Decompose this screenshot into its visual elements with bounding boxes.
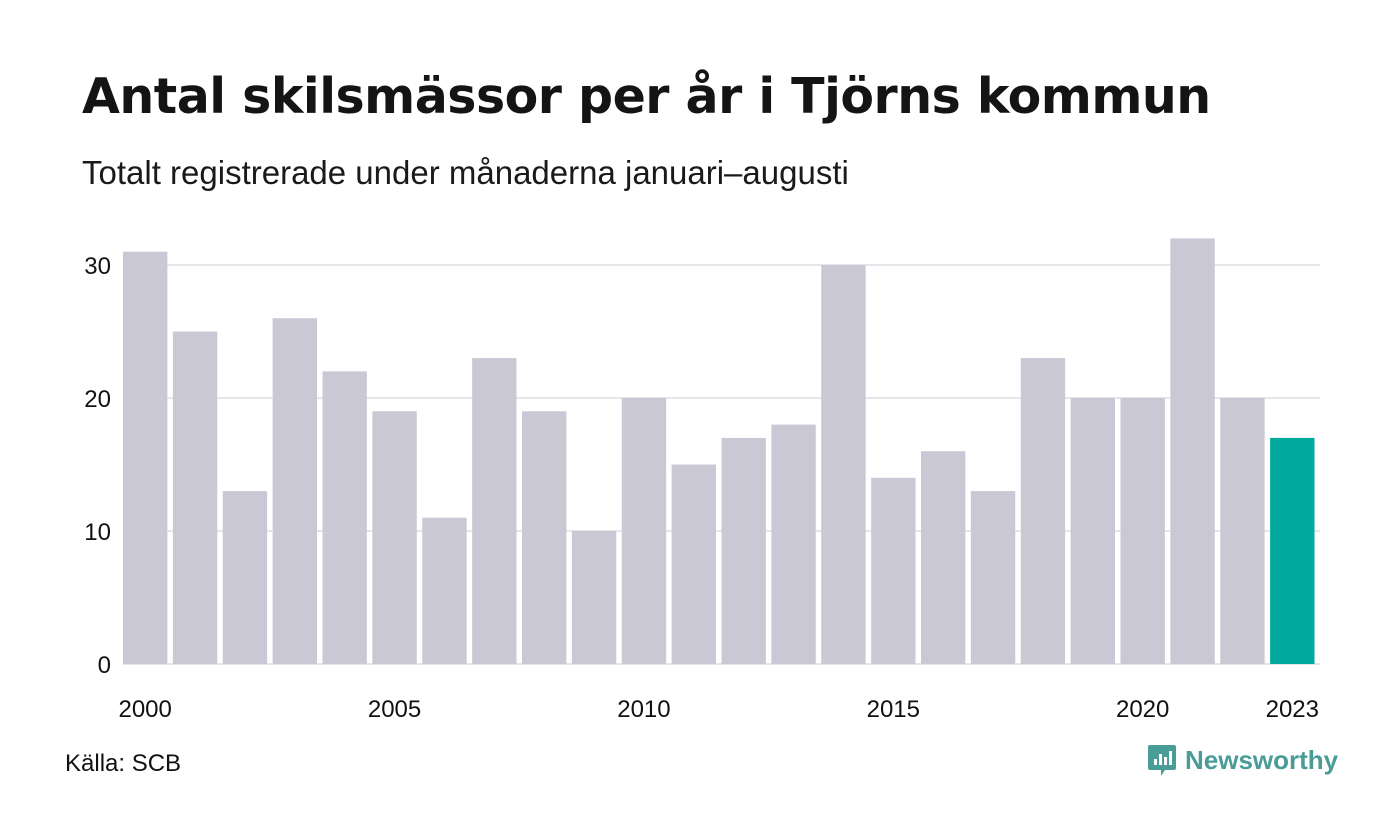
bar-2012 — [721, 437, 766, 664]
bar-2003 — [272, 318, 318, 664]
bar-2009 — [571, 531, 617, 664]
x-tick-label: 2000 — [118, 696, 171, 723]
bar-2017 — [970, 491, 1016, 664]
bar-2020 — [1120, 398, 1165, 664]
x-tick-label: 2023 — [1266, 696, 1319, 723]
x-tick-label: 2010 — [617, 696, 670, 723]
bar-2002 — [222, 491, 268, 664]
bar-2019 — [1070, 398, 1116, 664]
bar-2005 — [372, 411, 417, 664]
bars — [123, 238, 1315, 664]
bar-2014 — [821, 265, 866, 664]
y-axis-ticks: 0 10 20 30 — [84, 253, 111, 679]
bar-2008 — [522, 411, 567, 664]
chart-subtitle: Totalt registrerade under månaderna janu… — [82, 154, 849, 191]
brand-name: Newsworthy — [1185, 744, 1339, 775]
bar-2004 — [322, 371, 367, 664]
bar-2021 — [1170, 238, 1215, 664]
bar-2011 — [671, 464, 717, 664]
bar-2001 — [172, 331, 218, 664]
newsworthy-logo-icon — [1147, 742, 1177, 778]
bar-2018 — [1020, 358, 1066, 664]
y-tick-label: 30 — [84, 253, 111, 280]
bar-2023 — [1270, 437, 1315, 664]
x-tick-label: 2015 — [867, 696, 920, 723]
y-tick-label: 10 — [84, 519, 111, 546]
bar-2016 — [921, 451, 966, 664]
bar-2006 — [422, 517, 467, 664]
y-tick-label: 20 — [84, 386, 111, 413]
bar-2013 — [771, 424, 816, 664]
source-note: Källa: SCB — [65, 750, 182, 777]
bar-2007 — [472, 358, 517, 664]
chart-title: Antal skilsmässor per år i Tjörns kommun — [82, 68, 1211, 125]
bar-2000 — [123, 251, 168, 664]
x-tick-label: 2020 — [1116, 696, 1169, 723]
x-axis-ticks: 2000 2005 2010 2015 2020 2023 — [118, 696, 1319, 723]
bar-2022 — [1220, 398, 1265, 664]
bar-2015 — [871, 477, 916, 664]
bar-2010 — [621, 398, 667, 664]
brand-logo[interactable]: Newsworthy — [1147, 742, 1338, 778]
y-tick-label: 0 — [98, 652, 111, 679]
x-tick-label: 2005 — [368, 696, 421, 723]
